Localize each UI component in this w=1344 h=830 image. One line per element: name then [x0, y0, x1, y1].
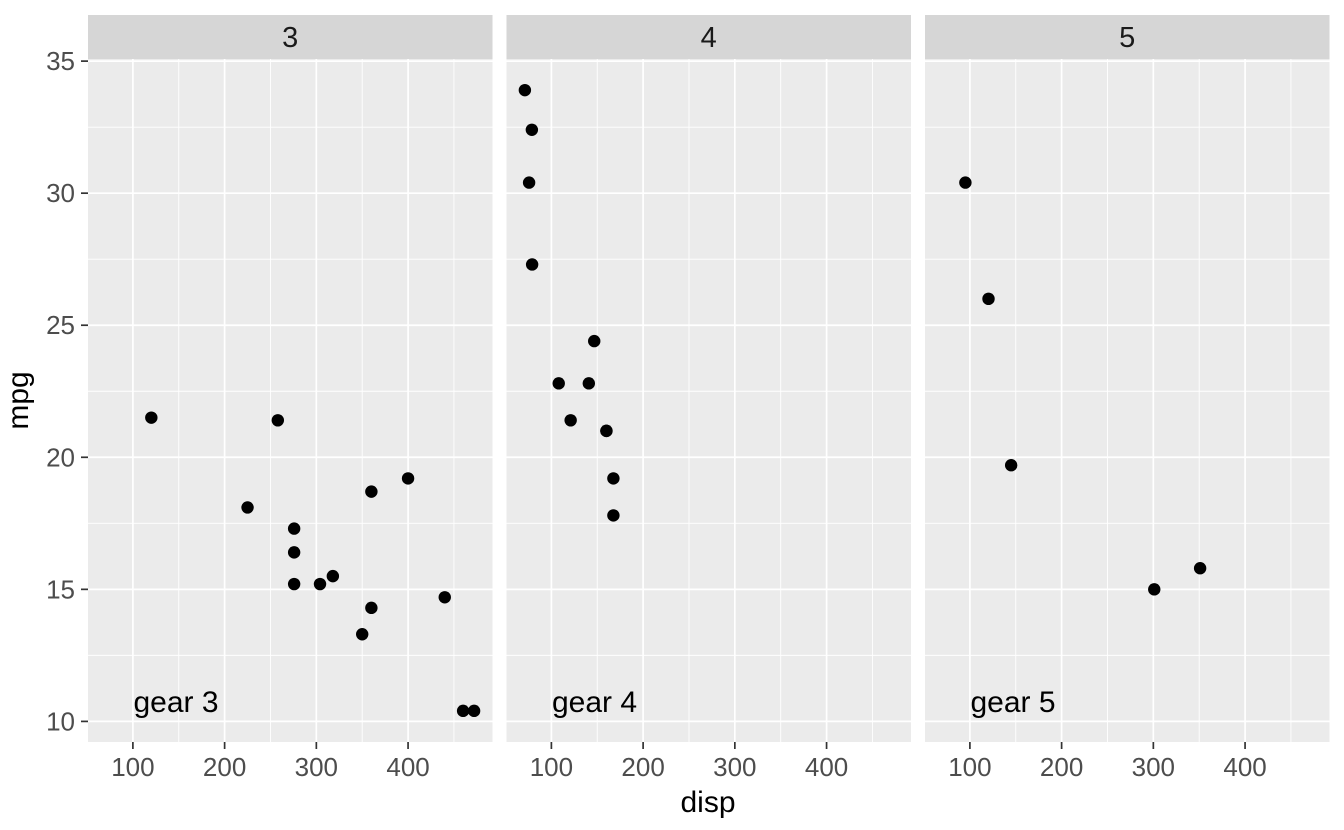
data-point: [365, 485, 378, 498]
data-point: [522, 176, 536, 189]
y-tick-label: 25: [46, 310, 75, 340]
axes-group: 100 200 300 400 100 200 300 400 100 200 300 400 10 15…: [46, 46, 1267, 782]
data-point: [582, 377, 596, 390]
x-tick-label: 400: [1223, 752, 1266, 782]
facet-strip-label: 3: [282, 22, 298, 54]
facet-annotation: gear 5: [970, 686, 1055, 719]
y-axis-title: mpg: [2, 371, 35, 429]
facet-strip: [88, 15, 493, 59]
x-tick-label: 200: [1040, 752, 1083, 782]
x-tick-label: 200: [203, 752, 246, 782]
panel-background: [506, 59, 911, 742]
data-point: [365, 601, 378, 615]
facet-panel: 5 gear 5: [925, 15, 1330, 742]
facet-annotation: gear 3: [133, 686, 218, 719]
x-axis-title: disp: [680, 786, 735, 819]
data-point: [600, 424, 613, 438]
y-tick-label: 15: [46, 574, 75, 604]
facet-panel: 3 gear 3: [88, 15, 493, 742]
y-tick-label: 35: [46, 46, 75, 76]
facet-panels-group: 3 gear 3 4 gear 4 5 gear 5: [88, 15, 1330, 742]
x-tick-label: 100: [530, 752, 573, 782]
facet-strip: [925, 15, 1330, 59]
data-point: [588, 334, 601, 348]
panel-background: [88, 59, 493, 742]
data-point: [959, 176, 972, 189]
x-tick-label: 400: [386, 752, 429, 782]
data-point: [438, 591, 451, 604]
data-point: [145, 411, 158, 424]
y-tick-label: 30: [46, 178, 75, 208]
data-point: [287, 546, 301, 559]
data-point: [241, 501, 254, 514]
panel-background: [925, 59, 1330, 742]
x-tick-label: 200: [621, 752, 664, 782]
data-point: [1193, 562, 1207, 575]
data-point: [401, 472, 415, 485]
data-point: [1148, 583, 1161, 596]
data-point: [607, 509, 620, 522]
data-point: [525, 258, 539, 271]
data-point: [326, 569, 340, 583]
data-point: [287, 522, 301, 535]
x-tick-label: 400: [805, 752, 848, 782]
x-tick-label: 100: [948, 752, 991, 782]
y-tick-label: 10: [46, 706, 75, 736]
data-point: [271, 414, 285, 427]
data-point: [552, 377, 565, 390]
data-point: [564, 414, 577, 427]
facet-strip: [506, 15, 911, 59]
facet-annotation: gear 4: [552, 686, 637, 719]
x-tick-label: 300: [713, 752, 756, 782]
data-point: [607, 472, 620, 485]
data-point: [518, 83, 532, 97]
data-point: [356, 628, 369, 641]
data-point: [1004, 459, 1018, 472]
y-tick-label: 20: [46, 442, 75, 472]
data-point: [525, 123, 539, 136]
x-tick-label: 300: [295, 752, 338, 782]
facet-panel: 4 gear 4: [506, 15, 911, 742]
data-point: [467, 704, 481, 718]
data-point: [313, 577, 327, 591]
data-point: [982, 292, 995, 306]
x-tick-label: 100: [111, 752, 154, 782]
facet-strip-label: 5: [1119, 22, 1135, 54]
facet-strip-label: 4: [701, 22, 717, 54]
data-point: [456, 704, 470, 718]
x-tick-label: 300: [1132, 752, 1175, 782]
data-point: [287, 577, 301, 591]
